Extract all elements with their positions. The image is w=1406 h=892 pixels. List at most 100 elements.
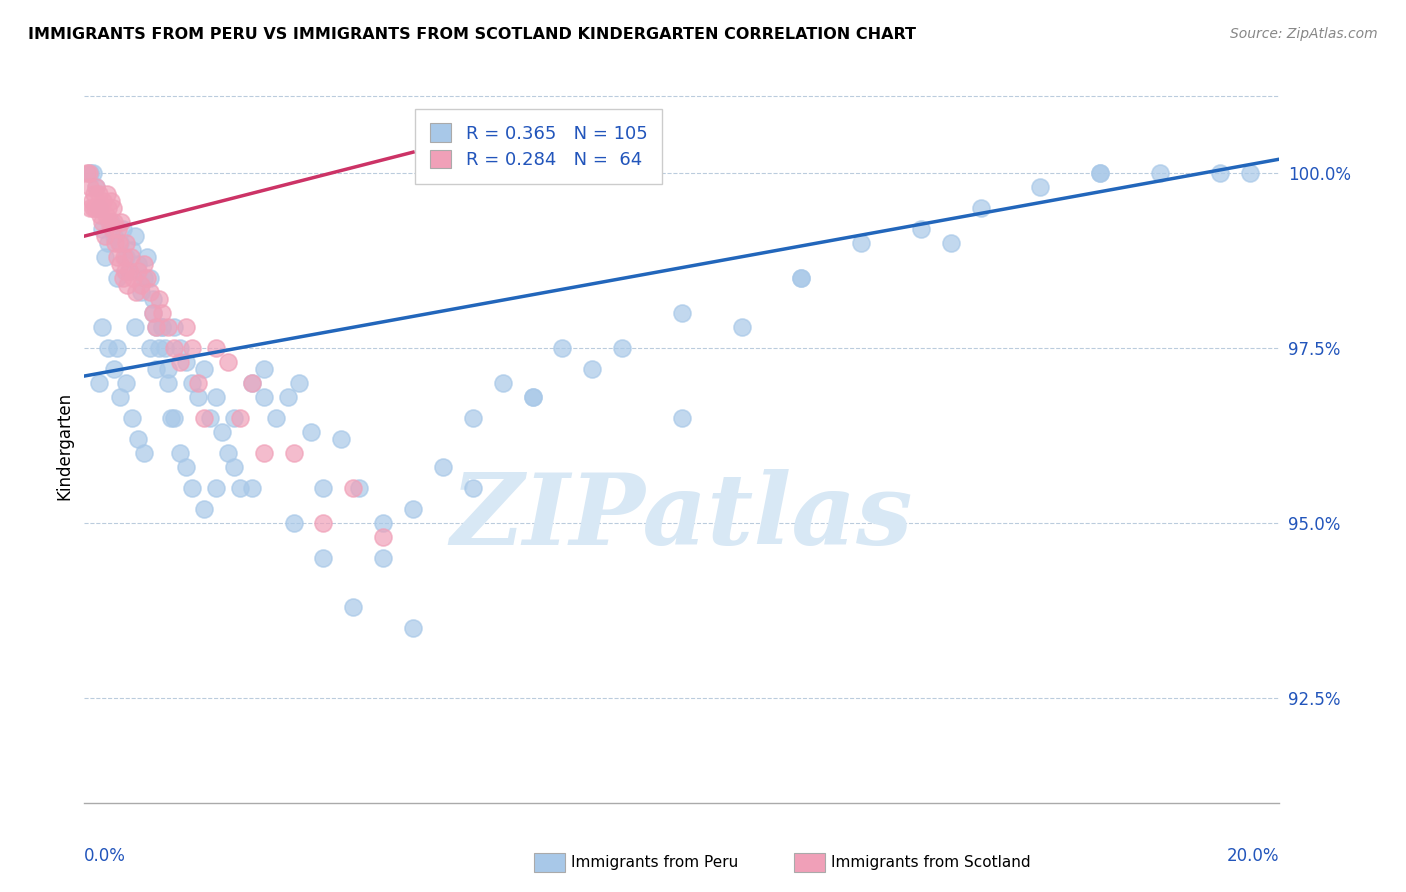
- Point: [169, 341, 191, 355]
- Point: [86, 201, 108, 215]
- Point: [125, 285, 148, 299]
- Point: [86, 180, 108, 194]
- Point: [157, 362, 180, 376]
- Point: [79, 166, 101, 180]
- Point: [91, 320, 114, 334]
- Point: [731, 320, 754, 334]
- Point: [211, 425, 233, 439]
- Point: [240, 376, 263, 390]
- Point: [94, 208, 117, 222]
- Point: [342, 599, 364, 614]
- Point: [79, 180, 101, 194]
- Point: [104, 236, 127, 251]
- Point: [108, 236, 131, 251]
- Point: [283, 446, 305, 460]
- Point: [205, 481, 228, 495]
- Point: [157, 320, 180, 334]
- Point: [330, 432, 353, 446]
- Point: [82, 201, 104, 215]
- Point: [163, 341, 186, 355]
- Point: [222, 460, 245, 475]
- Point: [187, 390, 209, 404]
- Point: [551, 341, 574, 355]
- Point: [193, 411, 215, 425]
- Point: [181, 481, 204, 495]
- Point: [970, 201, 993, 215]
- Point: [148, 341, 170, 355]
- Point: [100, 215, 122, 229]
- Point: [103, 229, 125, 244]
- Point: [112, 222, 135, 236]
- Point: [145, 320, 167, 334]
- Point: [851, 236, 873, 251]
- Text: 0.0%: 0.0%: [84, 847, 127, 865]
- Point: [103, 215, 125, 229]
- Point: [89, 208, 111, 222]
- Point: [101, 222, 124, 236]
- Point: [111, 271, 134, 285]
- Point: [174, 320, 197, 334]
- Point: [139, 341, 162, 355]
- Point: [79, 201, 101, 215]
- Point: [100, 194, 122, 208]
- Point: [181, 341, 204, 355]
- Point: [1149, 166, 1171, 180]
- Point: [145, 362, 167, 376]
- Point: [222, 411, 245, 425]
- Point: [101, 201, 124, 215]
- Point: [117, 278, 139, 293]
- Point: [121, 243, 143, 257]
- Point: [187, 376, 209, 390]
- Point: [342, 481, 364, 495]
- Point: [129, 285, 152, 299]
- Point: [612, 341, 634, 355]
- Point: [253, 390, 276, 404]
- Point: [160, 411, 183, 425]
- Point: [671, 306, 693, 320]
- Point: [110, 257, 132, 271]
- Point: [82, 166, 104, 180]
- Point: [581, 362, 603, 376]
- Point: [103, 362, 125, 376]
- Point: [105, 250, 128, 264]
- Point: [93, 229, 115, 244]
- Point: [373, 550, 395, 565]
- Point: [373, 530, 395, 544]
- Point: [93, 194, 115, 208]
- Point: [283, 516, 305, 530]
- Point: [205, 390, 228, 404]
- Point: [89, 376, 111, 390]
- Point: [790, 271, 813, 285]
- Point: [153, 341, 176, 355]
- Point: [142, 306, 165, 320]
- Point: [107, 222, 129, 236]
- Point: [148, 292, 170, 306]
- Point: [112, 250, 135, 264]
- Point: [132, 446, 156, 460]
- Point: [157, 376, 180, 390]
- Point: [163, 320, 186, 334]
- Point: [461, 411, 484, 425]
- Point: [150, 320, 173, 334]
- Point: [402, 621, 425, 635]
- Point: [312, 550, 335, 565]
- Text: Immigrants from Peru: Immigrants from Peru: [571, 855, 738, 870]
- Point: [83, 187, 105, 202]
- Point: [129, 278, 152, 293]
- Point: [115, 236, 138, 251]
- Point: [288, 376, 311, 390]
- Point: [217, 446, 239, 460]
- Point: [121, 411, 143, 425]
- Point: [217, 355, 239, 369]
- Point: [98, 215, 121, 229]
- Point: [124, 229, 146, 244]
- Point: [124, 320, 146, 334]
- Point: [174, 460, 197, 475]
- Point: [301, 425, 323, 439]
- Point: [193, 362, 215, 376]
- Point: [122, 271, 145, 285]
- Point: [115, 250, 138, 264]
- Point: [145, 320, 167, 334]
- Point: [253, 362, 276, 376]
- Point: [181, 376, 204, 390]
